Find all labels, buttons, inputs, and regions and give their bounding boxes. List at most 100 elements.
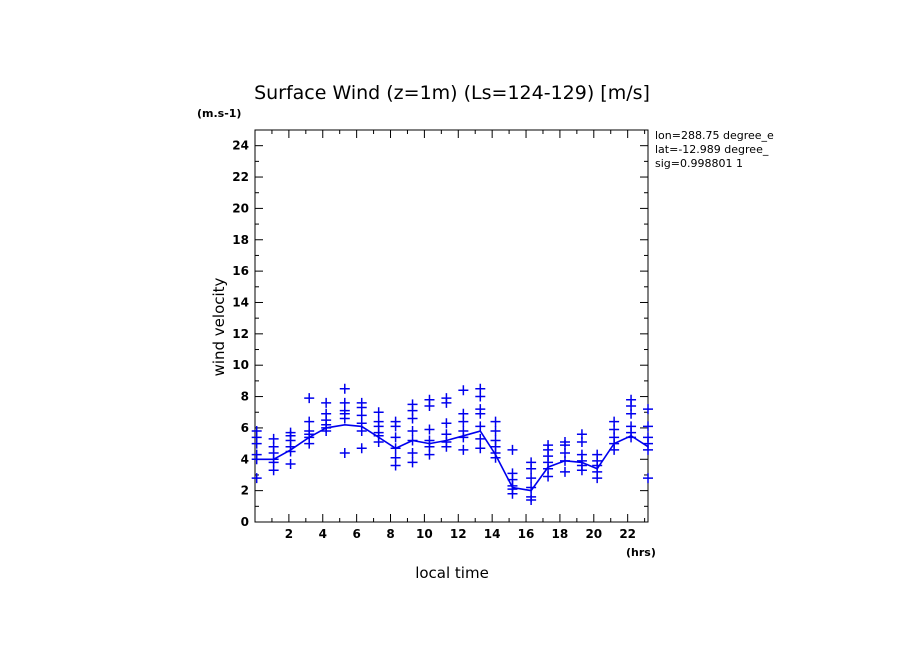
scatter-point xyxy=(321,408,332,419)
scatter-point xyxy=(626,421,637,432)
scatter-point xyxy=(251,426,262,437)
scatter-point xyxy=(592,449,603,460)
scatter-point xyxy=(643,473,653,484)
scatter-point xyxy=(643,404,653,415)
scatter-point xyxy=(475,421,486,432)
scatter-point xyxy=(490,416,501,427)
scatter-point xyxy=(339,448,350,459)
scatter-point xyxy=(424,424,435,435)
scatter-point xyxy=(490,435,501,446)
scatter-point xyxy=(526,473,537,484)
axis-ticks xyxy=(255,130,648,523)
plot-frame xyxy=(254,129,649,523)
x-tick-label: 12 xyxy=(450,527,467,541)
scatter-point xyxy=(407,435,418,446)
y-tick-label: 16 xyxy=(232,264,249,278)
y-axis-unit: (m.s-1) xyxy=(197,107,241,120)
info-line-lon: lon=288.75 degree_e xyxy=(655,129,774,142)
scatter-point xyxy=(407,448,418,459)
x-tick-label: 16 xyxy=(518,527,535,541)
y-axis-label: wind velocity xyxy=(210,277,228,376)
scatter-point xyxy=(373,407,384,418)
y-tick-label: 22 xyxy=(232,170,249,184)
scatter-point xyxy=(559,466,570,477)
scatter-point xyxy=(285,427,296,438)
x-tick-label: 6 xyxy=(352,527,360,541)
scatter-point xyxy=(407,457,418,468)
scatter-point xyxy=(304,426,315,437)
y-tick-label: 8 xyxy=(241,390,249,404)
y-tick-label: 14 xyxy=(232,295,249,309)
info-line-sig: sig=0.998801 1 xyxy=(655,157,743,170)
scatter-point xyxy=(321,397,332,408)
scatter-point xyxy=(441,418,452,429)
scatter-point xyxy=(304,393,315,404)
scatter-point xyxy=(339,383,350,394)
scatter-point xyxy=(285,458,296,469)
scatter-point xyxy=(475,443,486,454)
y-tick-label: 10 xyxy=(232,358,249,372)
y-tick-label: 18 xyxy=(232,233,249,247)
scatter-point xyxy=(356,397,367,408)
info-line-lat: lat=-12.989 degree_ xyxy=(655,143,769,156)
y-tick-label: 24 xyxy=(232,139,249,153)
scatter-point xyxy=(390,432,401,443)
y-tick-label: 12 xyxy=(232,327,249,341)
scatter-point xyxy=(407,426,418,437)
scatter-point xyxy=(576,449,587,460)
scatter-point xyxy=(490,426,501,437)
scatter-point xyxy=(507,444,518,455)
scatter-point xyxy=(475,383,486,394)
scatter-point xyxy=(543,440,554,451)
scatter-point xyxy=(458,426,469,437)
x-axis-unit: (hrs) xyxy=(626,546,656,559)
scatter-point xyxy=(643,432,653,443)
scatter-point xyxy=(268,433,279,444)
scatter-point xyxy=(339,397,350,408)
y-tick-label: 20 xyxy=(232,201,249,215)
scatter-point xyxy=(475,404,486,415)
scatter-point xyxy=(526,491,537,502)
scatter-point xyxy=(559,437,570,448)
scatter-point xyxy=(390,443,401,454)
scatter-point xyxy=(424,435,435,446)
scatter-point xyxy=(373,416,384,427)
scatter-point xyxy=(441,429,452,440)
x-tick-label: 18 xyxy=(552,527,569,541)
mean-line xyxy=(256,423,649,492)
scatter-point xyxy=(526,457,537,468)
x-tick-label: 2 xyxy=(285,527,293,541)
scatter-point xyxy=(576,429,587,440)
x-axis-label: local time xyxy=(415,564,489,582)
x-tick-label: 10 xyxy=(416,527,433,541)
scatter-point xyxy=(458,385,469,396)
chart-title: Surface Wind (z=1m) (Ls=124-129) [m/s] xyxy=(254,82,650,104)
y-tick-label: 4 xyxy=(241,452,249,466)
info-clip-mask xyxy=(780,125,904,185)
scatter-point xyxy=(441,393,452,404)
scatter-point xyxy=(251,473,262,484)
scatter-point xyxy=(609,416,620,427)
y-tick-label: 6 xyxy=(241,421,249,435)
info-box: lon=288.75 degree_e lat=-12.989 degree_ … xyxy=(655,129,774,170)
scatter-point xyxy=(507,468,518,479)
scatter-point xyxy=(304,416,315,427)
y-tick-label: 2 xyxy=(241,484,249,498)
y-tick-label: 0 xyxy=(241,515,249,529)
x-tick-label: 20 xyxy=(585,527,602,541)
data-marks xyxy=(251,383,653,506)
scatter-point xyxy=(356,443,367,454)
scatter-point xyxy=(390,416,401,427)
scatter-point xyxy=(424,394,435,405)
scatter-point xyxy=(458,408,469,419)
scatter-point xyxy=(251,449,262,460)
scatter-point xyxy=(390,452,401,463)
scatter-point xyxy=(626,394,637,405)
x-tick-label: 22 xyxy=(619,527,636,541)
x-tick-label: 8 xyxy=(386,527,394,541)
scatter-point xyxy=(475,433,486,444)
scatter-point xyxy=(643,421,653,432)
scatter-point xyxy=(526,482,537,493)
